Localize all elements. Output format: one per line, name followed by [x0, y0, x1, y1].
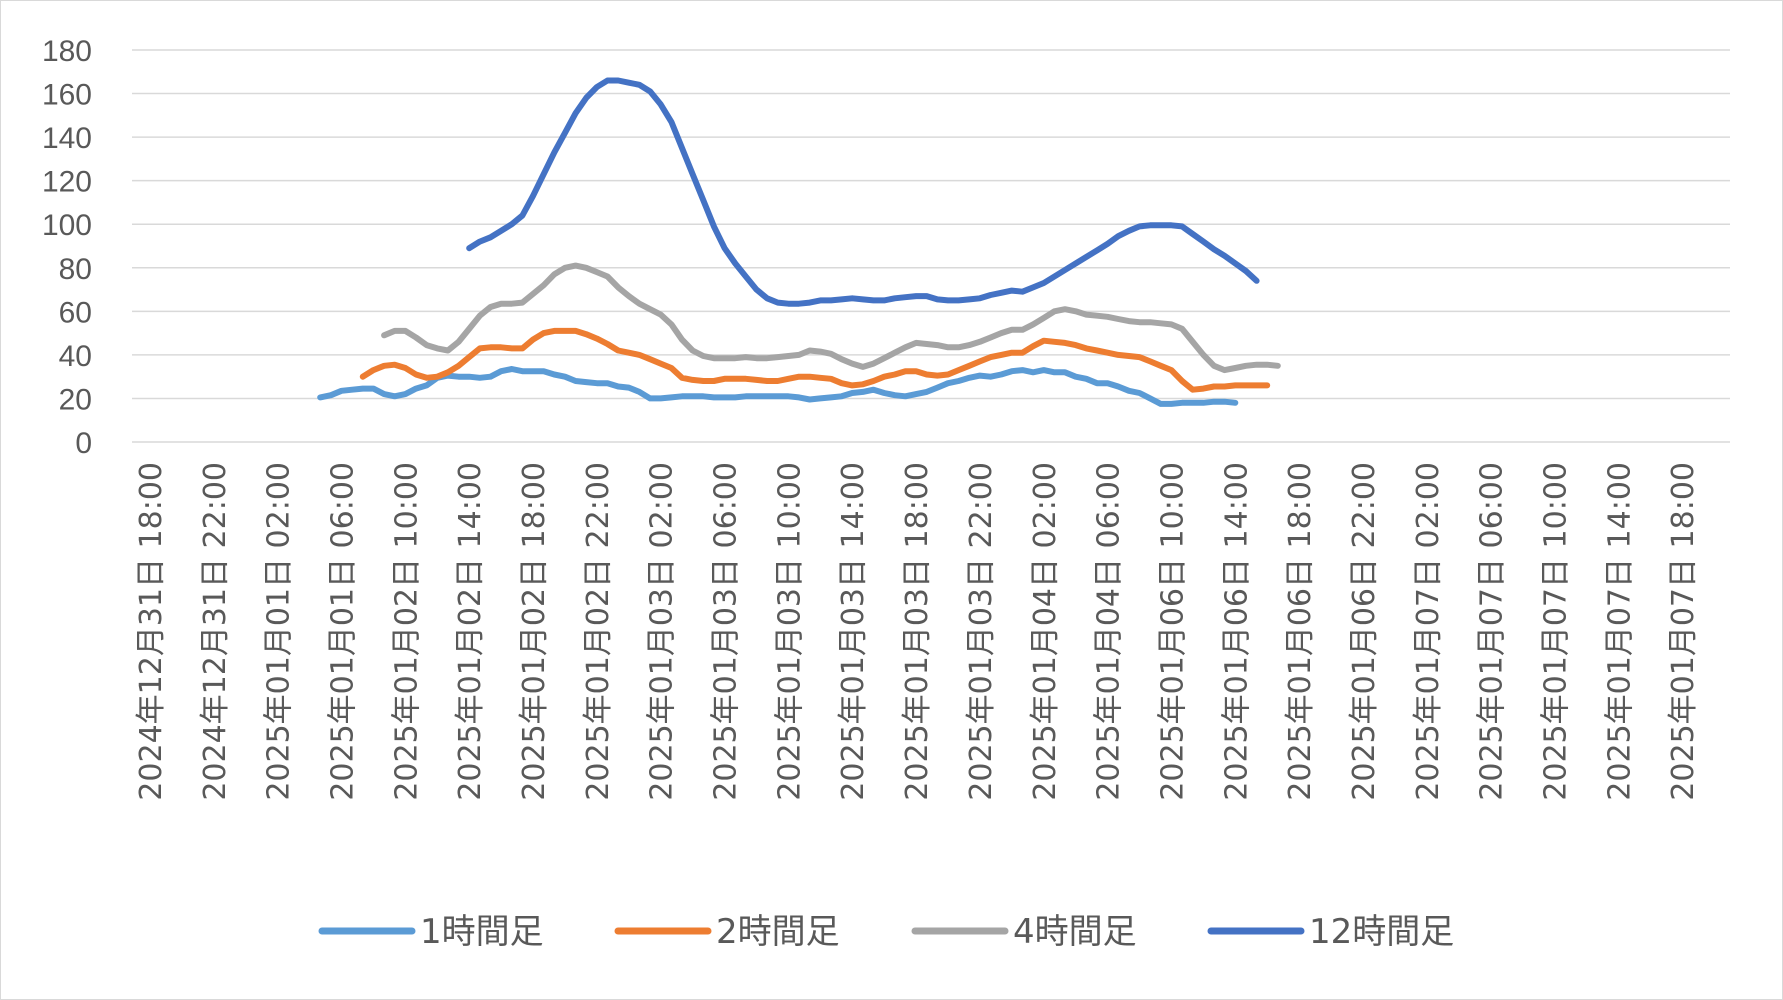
- x-tick-label: 2025年01月03日 18:00: [900, 462, 935, 801]
- x-tick-label: 2025年01月03日 14:00: [836, 462, 871, 801]
- x-tick-label: 2025年01月01日 02:00: [262, 462, 297, 801]
- y-tick-label: 180: [42, 35, 92, 68]
- x-tick-label: 2025年01月01日 06:00: [326, 462, 361, 801]
- x-tick-label: 2025年01月03日 06:00: [709, 462, 744, 801]
- x-tick-label: 2025年01月07日 02:00: [1411, 462, 1446, 801]
- y-tick-label: 160: [42, 79, 92, 112]
- x-tick-label: 2025年01月06日 10:00: [1155, 462, 1190, 801]
- gridlines: [132, 49, 1730, 443]
- y-tick-label: 0: [75, 427, 92, 460]
- x-tick-label: 2025年01月06日 14:00: [1219, 462, 1254, 801]
- x-tick-label: 2025年01月02日 22:00: [581, 462, 616, 801]
- x-tick-label: 2025年01月07日 18:00: [1666, 462, 1701, 801]
- x-tick-label: 2025年01月02日 10:00: [389, 462, 424, 801]
- series-line-3: [381, 262, 1281, 374]
- x-tick-label: 2024年12月31日 22:00: [198, 462, 233, 801]
- x-tick-label: 2025年01月07日 06:00: [1475, 462, 1510, 801]
- series-line-1: [317, 366, 1239, 407]
- y-tick-label: 40: [59, 340, 92, 373]
- y-tick-label: 20: [59, 383, 92, 416]
- x-tick-label: 2025年01月03日 10:00: [772, 462, 807, 801]
- x-tick-label: 2025年01月07日 10:00: [1538, 462, 1573, 801]
- x-tick-label: 2024年12月31日 18:00: [134, 462, 169, 801]
- y-tick-label: 140: [42, 122, 92, 155]
- legend: 1時間足 2時間足 4時間足 12時間足: [318, 912, 1454, 952]
- legend-label: 1時間足: [420, 912, 544, 952]
- x-tick-label: 2025年01月02日 14:00: [453, 462, 488, 801]
- y-tick-label: 100: [42, 209, 92, 242]
- y-axis: 0 20 40 60 80 100 120 140 160 180: [42, 35, 92, 460]
- y-tick-label: 60: [59, 296, 92, 329]
- legend-label: 2時間足: [716, 912, 840, 952]
- y-tick-label: 120: [42, 166, 92, 199]
- x-tick-label: 2025年01月04日 06:00: [1092, 462, 1127, 801]
- series-line-2: [359, 327, 1271, 393]
- x-tick-label: 2025年01月02日 18:00: [517, 462, 552, 801]
- x-tick-label: 2025年01月06日 22:00: [1347, 462, 1382, 801]
- legend-label: 4時間足: [1013, 912, 1137, 952]
- series-lines: [317, 77, 1281, 407]
- x-axis: 2024年12月31日 18:00 2024年12月31日 22:00 2025年0…: [134, 462, 1701, 801]
- x-tick-label: 2025年01月03日 02:00: [645, 462, 680, 801]
- x-tick-label: 2025年01月03日 22:00: [964, 462, 999, 801]
- x-tick-label: 2025年01月04日 02:00: [1028, 462, 1063, 801]
- legend-label: 12時間足: [1309, 912, 1454, 952]
- x-tick-label: 2025年01月07日 14:00: [1602, 462, 1637, 801]
- series-line-4: [466, 77, 1260, 307]
- y-tick-label: 80: [59, 253, 92, 286]
- x-tick-label: 2025年01月06日 18:00: [1283, 462, 1318, 801]
